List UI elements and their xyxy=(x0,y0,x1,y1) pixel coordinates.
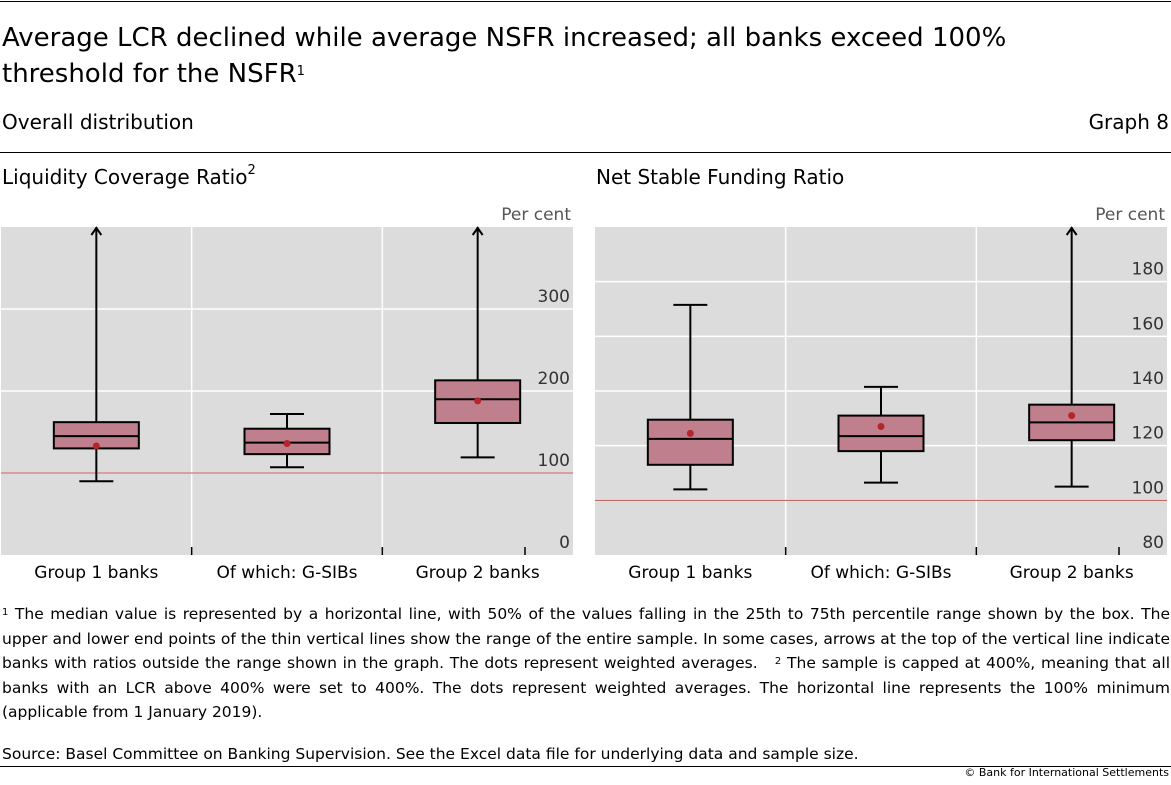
title-footnote-marker: 1 xyxy=(296,64,305,79)
lcr-title-text: Liquidity Coverage Ratio xyxy=(2,165,248,189)
lcr-box-1-outlier-arrow xyxy=(90,226,103,236)
lcr-ytick-label-200: 200 xyxy=(538,369,570,389)
footnote-2-marker: 2 xyxy=(774,656,782,667)
footnotes: 1 The median value is represented by a h… xyxy=(2,602,1170,725)
subtitle: Overall distribution xyxy=(2,110,194,134)
lcr-box-3-weighted-average-dot xyxy=(474,397,482,405)
lcr-ytick-label-300: 300 xyxy=(538,287,570,307)
nsfr-ytick-label-140: 140 xyxy=(1132,369,1164,389)
lcr-chart: 0 100 200 300 Per cent Group 1 banks Of which:… xyxy=(1,205,573,583)
nsfr-box-1-weighted-average-dot xyxy=(686,429,694,437)
nsfr-chart: 80 100 120 140 160 180 Per cent Group 1 banks Of… xyxy=(595,205,1167,583)
page-title: Average LCR declined while average NSFR … xyxy=(2,20,1102,92)
nsfr-unit-label: Per cent xyxy=(1095,205,1165,225)
footnote-2-text: The sample is capped at 400%, meaning th… xyxy=(2,654,1170,721)
lcr-category-label-2: Of which: G-SIBs xyxy=(216,563,357,583)
nsfr-category-label-1: Group 1 banks xyxy=(628,563,752,583)
footnote-1-text: The median value is represented by a hor… xyxy=(2,605,1170,672)
lcr-ytick-label-100: 100 xyxy=(538,451,570,471)
lcr-category-label-1: Group 1 banks xyxy=(34,563,158,583)
nsfr-ytick-label-80: 80 xyxy=(1142,533,1164,553)
graph-label: Graph 8 xyxy=(1088,110,1169,134)
nsfr-box-1-iqr-box xyxy=(646,418,734,466)
lcr-box-3-outlier-arrow xyxy=(471,226,484,236)
lcr-unit-label: Per cent xyxy=(501,205,571,225)
lcr-category-label-3: Group 2 banks xyxy=(416,563,540,583)
nsfr-category-label-2: Of which: G-SIBs xyxy=(810,563,951,583)
nsfr-box-3-outlier-arrow xyxy=(1065,226,1078,236)
copyright: © Bank for International Settlements xyxy=(964,766,1169,779)
nsfr-box-3-weighted-average-dot xyxy=(1068,412,1076,420)
lcr-panel-title: Liquidity Coverage Ratio2 xyxy=(2,163,256,189)
nsfr-category-label-3: Group 2 banks xyxy=(1010,563,1134,583)
lcr-ytick-label-0: 0 xyxy=(559,533,570,553)
nsfr-ytick-label-100: 100 xyxy=(1132,478,1164,498)
nsfr-ytick-label-160: 160 xyxy=(1132,314,1164,334)
source-note: Source: Basel Committee on Banking Super… xyxy=(2,745,859,763)
lcr-box-2-weighted-average-dot xyxy=(283,439,291,447)
nsfr-box-2-iqr-box xyxy=(837,414,925,453)
nsfr-box-2-weighted-average-dot xyxy=(877,423,885,431)
nsfr-ytick-label-120: 120 xyxy=(1132,424,1164,444)
header-rule xyxy=(0,152,1171,153)
lcr-title-footnote-marker: 2 xyxy=(247,163,256,178)
bottom-rule xyxy=(0,766,1171,767)
nsfr-ytick-label-180: 180 xyxy=(1132,260,1164,280)
nsfr-panel-title: Net Stable Funding Ratio xyxy=(596,165,844,189)
lcr-box-1-weighted-average-dot xyxy=(92,442,100,450)
top-rule xyxy=(0,1,1171,2)
title-text: Average LCR declined while average NSFR … xyxy=(2,23,1007,89)
footnote-1-marker: 1 xyxy=(2,607,9,618)
nsfr-title-text: Net Stable Funding Ratio xyxy=(596,165,845,189)
